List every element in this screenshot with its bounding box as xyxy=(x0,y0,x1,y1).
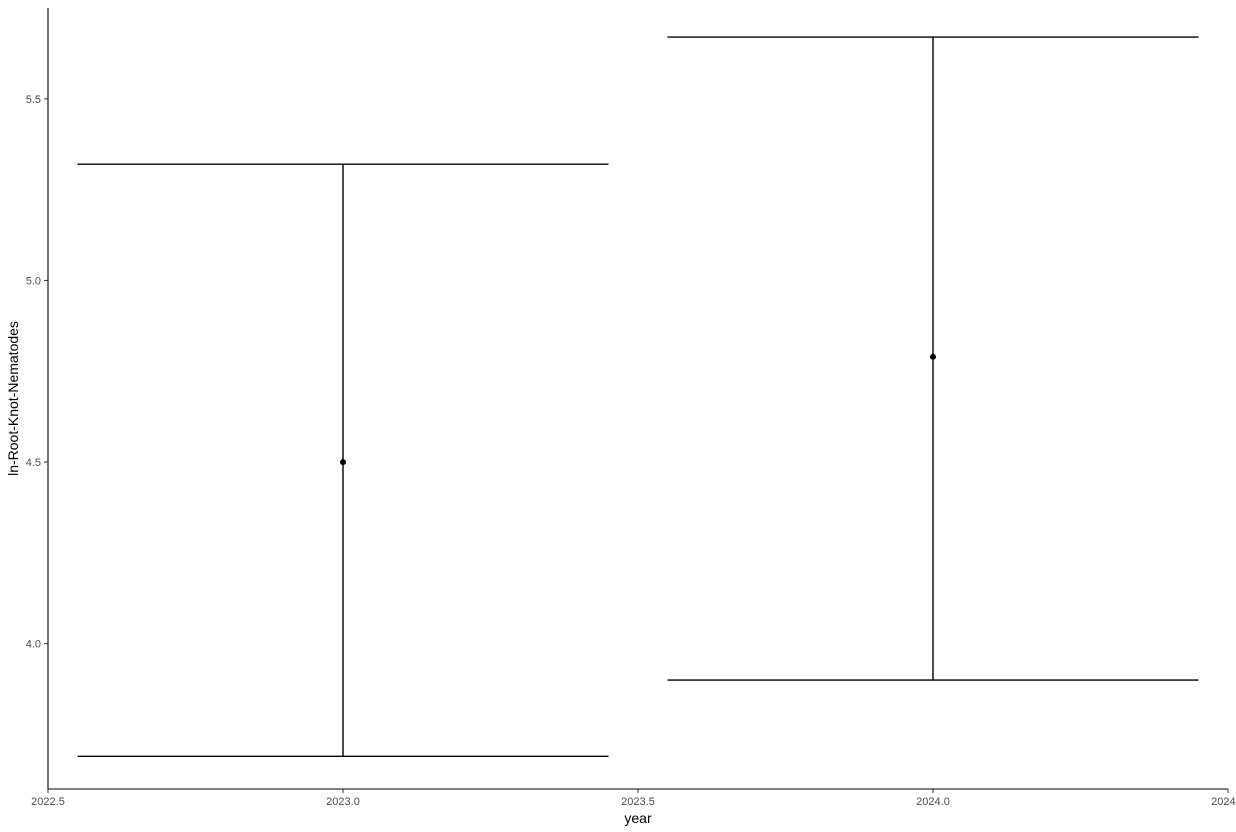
y-axis-title: ln-Root-Knot-Nematodes xyxy=(5,321,21,476)
y-tick-label: 5.5 xyxy=(26,94,41,106)
x-tick-label: 2024.5 xyxy=(1211,796,1236,808)
x-tick-label: 2022.5 xyxy=(31,796,65,808)
errorbar-series xyxy=(77,36,1199,758)
x-axis-ticks: 2022.5 2023.0 2023.5 2024.0 2024.5 xyxy=(31,789,1236,808)
x-tick-label: 2023.5 xyxy=(621,796,655,808)
y-tick-label: 5.0 xyxy=(26,275,41,287)
y-tick-label: 4.5 xyxy=(26,457,41,469)
mean-point xyxy=(340,459,346,466)
axes xyxy=(47,8,1228,790)
x-axis-title: year xyxy=(624,810,652,826)
y-tick-label: 4.0 xyxy=(26,639,41,651)
y-axis-ticks: 4.0 4.5 5.0 5.5 xyxy=(26,94,48,651)
x-tick-label: 2023.0 xyxy=(326,796,360,808)
errorbar-2023 xyxy=(77,163,609,758)
errorbar-2024 xyxy=(667,36,1199,681)
mean-point xyxy=(930,353,936,360)
x-tick-label: 2024.0 xyxy=(916,796,950,808)
